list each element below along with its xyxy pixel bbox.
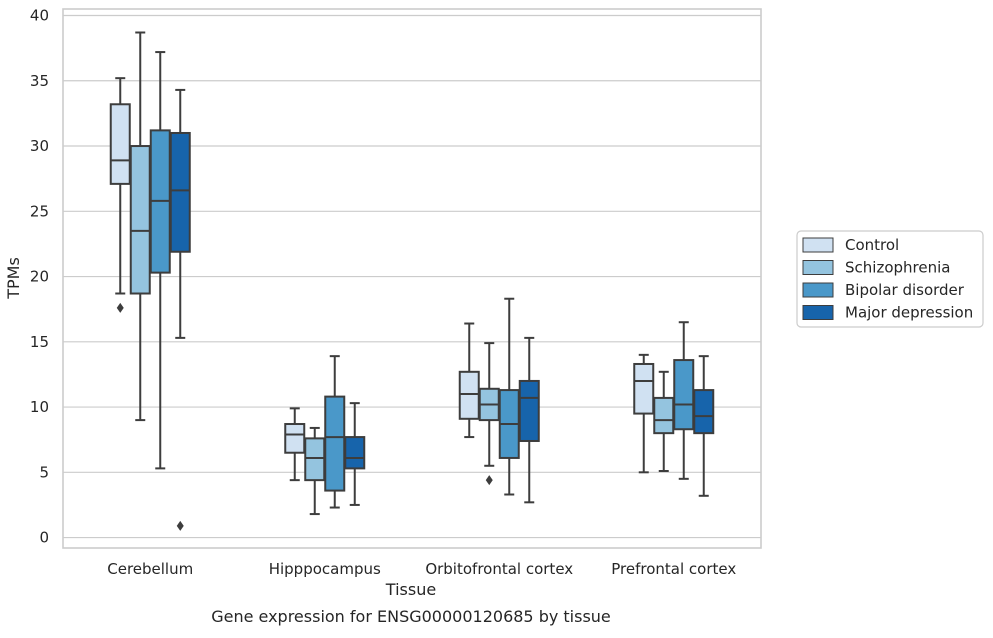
legend-label: Schizophrenia [845, 259, 950, 277]
y-tick-label: 35 [30, 72, 49, 90]
box-plot [653, 370, 675, 472]
box-plot [169, 88, 191, 531]
series-schizophrenia [129, 31, 675, 516]
y-tick-label: 10 [30, 398, 49, 416]
legend-swatch [802, 282, 834, 298]
box-body [284, 423, 306, 454]
box-plot [129, 31, 151, 422]
box-body [458, 370, 480, 420]
y-tick-label: 0 [39, 529, 49, 547]
y-tick-label: 20 [30, 268, 49, 286]
legend-items: Control Schizophrenia Bipolar disorder Majo… [802, 236, 973, 322]
box-plot [284, 407, 306, 482]
legend-item: Major depression [802, 304, 973, 322]
box-body [129, 145, 151, 295]
box-plot [693, 355, 715, 497]
legend-item: Schizophrenia [802, 259, 950, 277]
y-axis-label: TPMs [4, 257, 23, 300]
y-tick-label: 15 [30, 333, 49, 351]
box-body [344, 436, 366, 470]
y-axis-ticks: 0 5 10 15 20 25 30 35 40 [30, 7, 49, 547]
legend-item: Control [802, 236, 899, 254]
box-plot [324, 355, 346, 509]
plot-area-frame [62, 8, 762, 549]
legend: Control Schizophrenia Bipolar disorder Majo… [796, 230, 984, 328]
x-tick-label: Hipppocampus [269, 560, 381, 578]
outlier-point [485, 475, 493, 486]
y-tick-label: 25 [30, 202, 49, 220]
legend-swatch [802, 237, 834, 253]
box-body [304, 437, 326, 482]
box-plot [633, 353, 655, 474]
legend-frame [796, 230, 984, 328]
legend-item: Bipolar disorder [802, 281, 965, 299]
x-tick-label: Prefrontal cortex [611, 560, 736, 578]
box-body [673, 359, 695, 431]
x-tick-label: Cerebellum [107, 560, 193, 578]
outlier-point [176, 520, 184, 531]
box-groups [109, 31, 715, 531]
box-plot [304, 426, 326, 516]
box-body [109, 103, 131, 185]
x-axis-label: Tissue [385, 580, 436, 599]
x-axis-ticks: Cerebellum Hipppocampus Orbitofrontal cort… [107, 560, 736, 578]
x-tick-label: Orbitofrontal cortex [425, 560, 573, 578]
legend-label: Bipolar disorder [845, 281, 965, 299]
box-body [633, 362, 655, 415]
outlier-point [116, 302, 124, 313]
y-tick-label: 40 [30, 7, 49, 25]
box-plot [344, 402, 366, 506]
series-major-depression [169, 88, 715, 531]
box-body [693, 389, 715, 435]
chart-caption: Gene expression for ENSG00000120685 by t… [211, 607, 611, 626]
legend-label: Major depression [845, 304, 973, 322]
box-body [324, 395, 346, 492]
box-plot [478, 342, 500, 486]
legend-swatch [802, 305, 834, 320]
box-body [653, 396, 675, 435]
grid-lines [63, 14, 761, 539]
y-tick-label: 30 [30, 137, 49, 155]
legend-label: Control [845, 236, 899, 254]
y-tick-label: 5 [39, 463, 49, 481]
box-plot [109, 77, 131, 313]
box-body [169, 131, 191, 253]
legend-swatch [802, 260, 834, 275]
series-control [109, 77, 655, 482]
box-plot [518, 336, 540, 504]
box-body [518, 379, 540, 442]
